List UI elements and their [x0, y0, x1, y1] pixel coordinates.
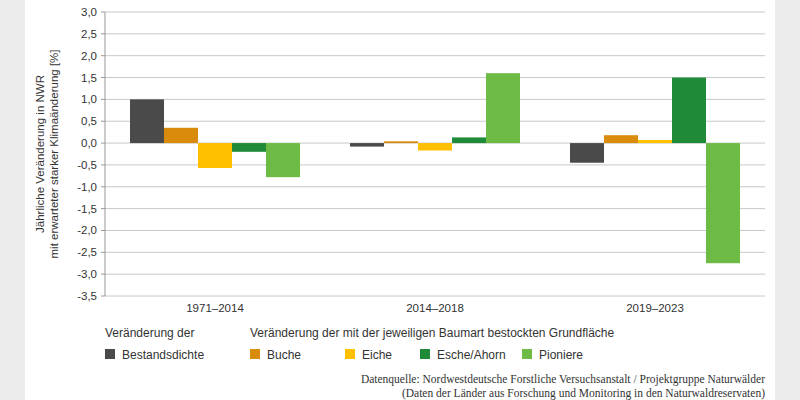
- tick-mark: [101, 55, 105, 56]
- grid-line: [105, 121, 765, 122]
- tick-label: 3,0: [81, 6, 97, 18]
- chart: 3,0 2,5 2,0 1,5 1,0 0,5 0,0 -0,5 -1,0 -1,5 -2,0 -2,…: [0, 0, 800, 400]
- grid-line: [105, 186, 765, 187]
- tick-label: -1,0: [77, 181, 97, 193]
- tick-label: -3,5: [77, 290, 97, 302]
- tick-label: -2,5: [77, 246, 97, 258]
- tick-mark: [101, 252, 105, 253]
- tick-mark: [101, 164, 105, 165]
- bar: [672, 78, 706, 144]
- grid-line: [105, 252, 765, 253]
- tick-label: 0,5: [81, 115, 97, 127]
- bar: [384, 141, 418, 143]
- tick-mark: [101, 33, 105, 34]
- grid-line: [105, 12, 765, 13]
- legend-title: Veränderung der: [105, 326, 194, 340]
- bar: [570, 143, 604, 163]
- bar: [452, 137, 486, 143]
- category-label: 2014–2018: [406, 302, 464, 314]
- bar: [350, 143, 384, 146]
- tick-mark: [101, 208, 105, 209]
- tick-label: -3,0: [77, 268, 97, 280]
- panel: [25, 0, 775, 400]
- grid-line: [105, 296, 765, 297]
- grid-line: [105, 208, 765, 209]
- legend-swatch: [420, 349, 430, 359]
- grid-line: [105, 33, 765, 34]
- category-label: 2019–2023: [626, 302, 684, 314]
- legend-swatch: [250, 349, 260, 359]
- tick-mark: [101, 121, 105, 122]
- tick-mark: [101, 99, 105, 100]
- bar: [266, 143, 300, 177]
- legend-title: Veränderung der mit der jeweiligen Bauma…: [250, 326, 615, 340]
- legend-swatch: [105, 349, 115, 359]
- axis-title: Jährliche Veränderung in NWR: [34, 75, 46, 233]
- tick-mark: [101, 77, 105, 78]
- bar: [198, 143, 232, 168]
- tick-label: 0,0: [81, 137, 97, 149]
- bars: [130, 73, 740, 263]
- legend: Veränderung der Veränderung der mit der j…: [105, 326, 615, 362]
- bar: [418, 143, 452, 150]
- tick-mark: [101, 274, 105, 275]
- tick-label: 2,0: [81, 50, 97, 62]
- grid: [101, 12, 765, 296]
- tick-label: -1,5: [77, 203, 97, 215]
- legend-label: Bestandsdichte: [122, 348, 204, 362]
- legend-label: Pioniere: [539, 348, 583, 362]
- tick-mark: [101, 143, 105, 144]
- legend-swatch: [345, 349, 355, 359]
- tick-label: 2,5: [81, 28, 97, 40]
- tick-label: -2,0: [77, 224, 97, 236]
- legend-label: Esche/Ahorn: [437, 348, 506, 362]
- grid-line: [105, 274, 765, 275]
- tick-label: 1,0: [81, 93, 97, 105]
- y-axis: [105, 12, 106, 296]
- tick-label: -0,5: [77, 159, 97, 171]
- tick-mark: [101, 12, 105, 13]
- bar: [164, 128, 198, 143]
- axis-title: mit erwarteter starker Klimaänderung [%]: [48, 50, 60, 259]
- grid-line: [105, 55, 765, 56]
- grid-line: [105, 77, 765, 78]
- grid-line: [105, 99, 765, 100]
- legend-swatch: [522, 349, 532, 359]
- tick-mark: [101, 186, 105, 187]
- tick-mark: [101, 296, 105, 297]
- legend-label: Eiche: [362, 348, 392, 362]
- source-note: Datenquelle: Nordwestdeutsche Forstliche…: [361, 373, 765, 386]
- bar: [232, 143, 266, 152]
- bar: [638, 140, 672, 143]
- bar: [604, 135, 638, 143]
- bar: [486, 73, 520, 143]
- legend-label: Buche: [267, 348, 301, 362]
- source-note: (Daten der Länder aus Forschung und Moni…: [402, 387, 765, 400]
- grid-line: [105, 230, 765, 231]
- category-label: 1971–2014: [186, 302, 244, 314]
- tick-label: 1,5: [81, 72, 97, 84]
- bar: [706, 143, 740, 263]
- tick-mark: [101, 230, 105, 231]
- bar: [130, 99, 164, 143]
